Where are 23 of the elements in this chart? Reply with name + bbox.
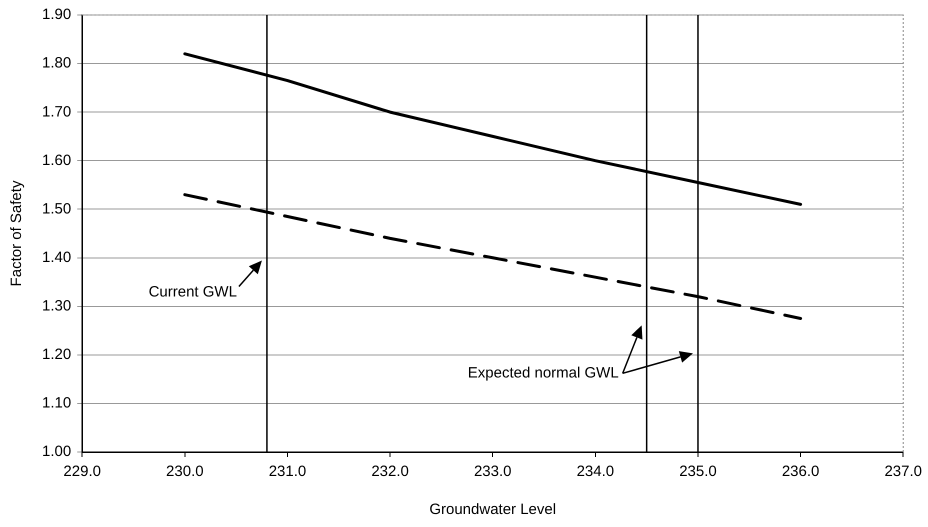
y-tick-label: 1.80 bbox=[42, 54, 72, 72]
y-tick-label: 1.70 bbox=[42, 103, 72, 120]
y-tick-label: 1.60 bbox=[42, 152, 72, 169]
y-axis-title: Factor of Safety bbox=[8, 180, 26, 286]
y-tick-label: 1.00 bbox=[42, 443, 72, 460]
y-tick-label: 1.10 bbox=[42, 394, 72, 412]
x-axis-title: Groundwater Level bbox=[429, 501, 556, 518]
x-tick-label: 231.0 bbox=[268, 463, 306, 480]
y-tick-label: 1.40 bbox=[42, 248, 72, 266]
y-tick-label: 1.20 bbox=[42, 346, 72, 364]
y-tick-label: 1.30 bbox=[42, 297, 72, 314]
y-tick-label: 1.50 bbox=[42, 200, 72, 218]
x-tick-label: 237.0 bbox=[884, 463, 922, 480]
x-tick-label: 232.0 bbox=[371, 463, 409, 480]
ref-line-label: Current GWL bbox=[148, 284, 237, 301]
x-tick-label: 234.0 bbox=[576, 463, 614, 480]
x-tick-label: 235.0 bbox=[679, 463, 717, 480]
y-tick-label: 1.90 bbox=[42, 6, 72, 24]
ref-line-label: Expected normal GWL bbox=[468, 364, 619, 382]
x-tick-label: 236.0 bbox=[782, 463, 820, 480]
x-tick-label: 230.0 bbox=[166, 463, 204, 480]
x-tick-label: 233.0 bbox=[474, 463, 512, 480]
x-tick-label: 229.0 bbox=[63, 463, 101, 480]
